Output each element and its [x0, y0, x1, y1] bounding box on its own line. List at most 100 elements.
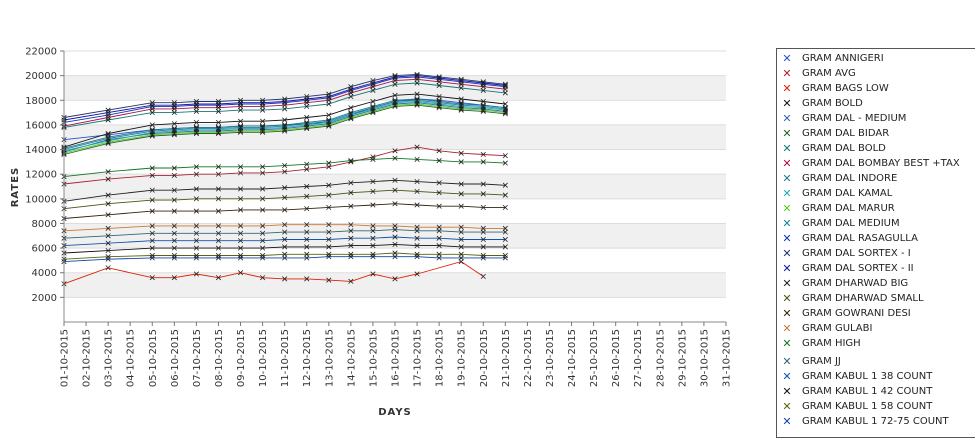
data-point: [105, 139, 111, 145]
data-point: [326, 222, 332, 228]
data-point: [260, 238, 266, 244]
data-point: [149, 172, 155, 178]
series-18: [61, 222, 508, 234]
data-point: [105, 192, 111, 198]
x-tick-label: 08-10-2015: [214, 329, 225, 387]
data-point: [105, 130, 111, 137]
data-point: [480, 98, 486, 105]
data-point: [193, 186, 199, 192]
data-point: [480, 80, 486, 86]
legend-marker-icon: ✕: [782, 385, 792, 398]
data-point: [348, 114, 354, 121]
data-point: [260, 118, 266, 124]
x-axis-ticks: 01-10-2015 02-10-2015 03-10-2015 04-10-2015…: [60, 322, 733, 387]
data-point: [105, 112, 111, 118]
data-point: [215, 275, 222, 281]
data-point: [414, 91, 420, 97]
y-tick-label: 10000: [25, 194, 57, 205]
data-point: [237, 164, 244, 170]
data-point: [105, 201, 111, 207]
data-point: [392, 102, 398, 108]
y-tick-label: 20000: [25, 71, 57, 82]
data-point: [171, 130, 177, 137]
data-point: [260, 275, 266, 281]
data-point: [149, 122, 155, 128]
data-point: [215, 255, 222, 261]
x-tick-label: 07-10-2015: [192, 329, 203, 387]
data-point: [171, 255, 177, 261]
data-point: [304, 114, 310, 121]
data-point: [282, 222, 288, 228]
data-point: [260, 97, 266, 103]
legend-label: GRAM KABUL 1 42 COUNT: [802, 386, 933, 397]
data-point: [458, 229, 464, 235]
data-point: [282, 236, 288, 243]
data-point: [480, 204, 486, 211]
legend-marker-icon: ✕: [782, 82, 792, 95]
data-point: [105, 135, 111, 142]
legend-marker-icon: ✕: [782, 67, 792, 80]
legend-marker-icon: ✕: [782, 415, 792, 428]
data-point: [193, 238, 199, 244]
data-point: [171, 230, 177, 236]
data-point: [458, 203, 464, 209]
data-point: [237, 170, 244, 176]
data-point: [502, 192, 508, 198]
data-point: [414, 243, 420, 249]
series-3: [61, 91, 508, 150]
x-tick-label: 12-10-2015: [302, 329, 313, 387]
data-point: [502, 255, 508, 261]
data-point: [370, 202, 376, 208]
data-point: [260, 164, 266, 170]
data-point: [304, 124, 310, 130]
data-point: [370, 80, 376, 86]
data-point: [348, 254, 354, 260]
data-point: [215, 223, 222, 229]
data-point: [348, 203, 354, 209]
data-point: [237, 124, 244, 130]
data-point: [502, 252, 508, 259]
legend-label: GRAM JJ: [802, 356, 841, 367]
data-point: [282, 185, 288, 191]
legend-label: GRAM KABUL 1 58 COUNT: [802, 401, 933, 412]
data-point: [282, 276, 288, 282]
series-20: [61, 227, 508, 241]
data-point: [348, 190, 354, 196]
x-tick-label: 24-10-2015: [567, 329, 578, 387]
series-14: [61, 73, 508, 123]
data-point: [392, 254, 398, 260]
series-1: [61, 144, 508, 187]
legend-marker-icon: ✕: [782, 262, 792, 275]
legend-marker-icon: ✕: [782, 307, 792, 320]
data-point: [193, 271, 199, 277]
data-point: [237, 230, 244, 236]
y-tick-label: 18000: [25, 96, 57, 107]
data-point: [149, 165, 155, 171]
data-point: [370, 154, 376, 160]
data-point: [304, 121, 310, 127]
data-point: [260, 100, 266, 106]
data-point: [414, 178, 420, 185]
data-point: [193, 101, 199, 107]
data-point: [436, 203, 442, 209]
data-point: [304, 229, 310, 235]
background-band: [64, 174, 726, 199]
data-point: [392, 74, 398, 80]
data-point: [304, 251, 310, 257]
data-point: [480, 87, 486, 94]
data-point: [326, 93, 332, 100]
data-point: [392, 250, 398, 256]
legend-label: GRAM DAL RASAGULLA: [802, 233, 918, 244]
data-point: [171, 275, 177, 281]
data-point: [480, 159, 486, 165]
data-point: [414, 271, 420, 277]
data-point: [414, 228, 420, 234]
x-tick-label: 06-10-2015: [170, 329, 181, 387]
data-point: [215, 230, 222, 236]
data-point: [392, 234, 398, 240]
data-point: [149, 238, 155, 244]
data-point: [304, 206, 310, 212]
legend-label: GRAM AVG: [802, 68, 856, 79]
data-point: [193, 164, 199, 170]
legend-label: GRAM DAL - MEDIUM: [802, 113, 907, 124]
